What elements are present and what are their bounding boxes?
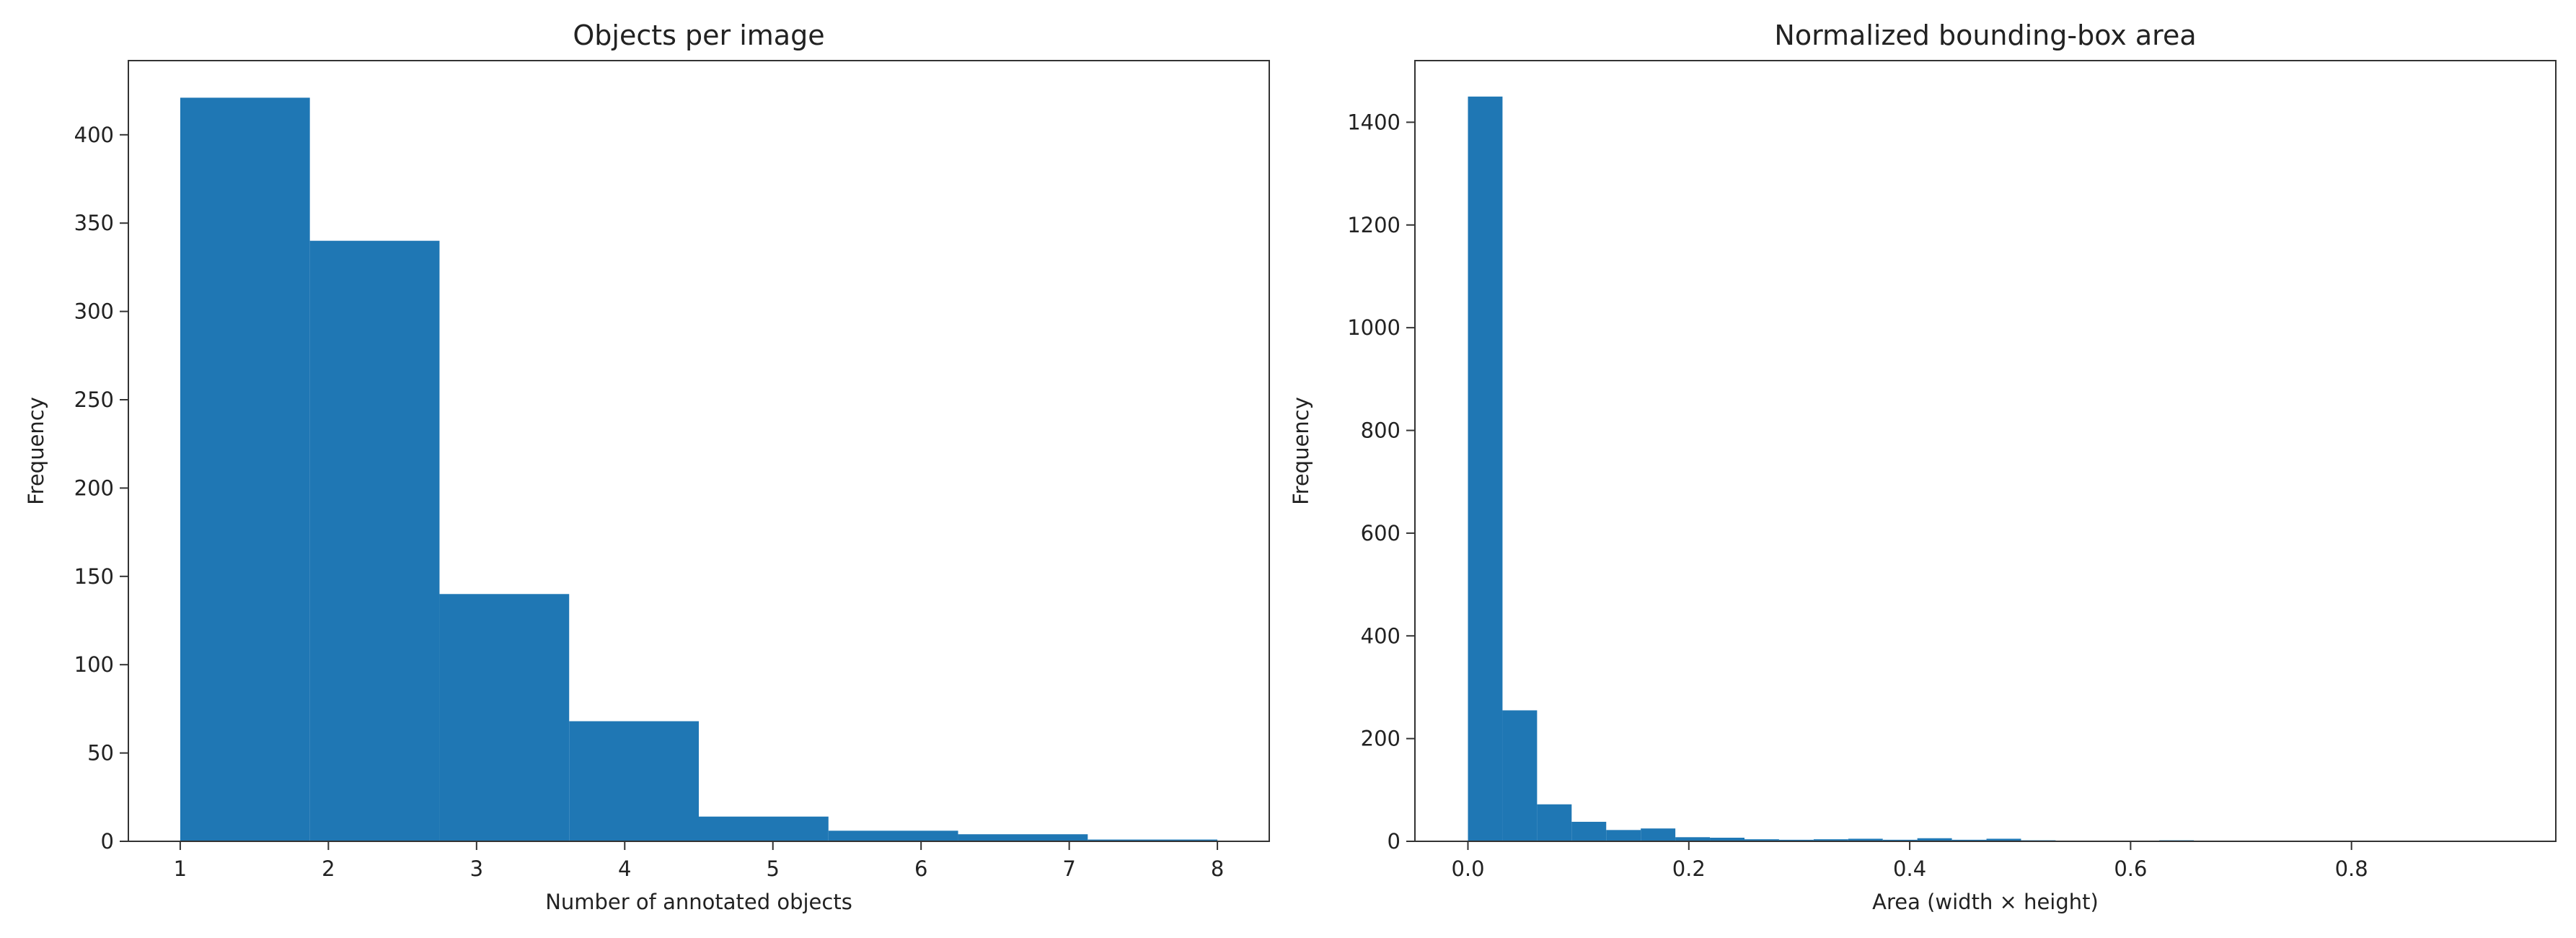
histogram-bar	[1951, 839, 1987, 841]
x-tick-label: 6	[914, 856, 927, 881]
histogram-bar	[1917, 838, 1952, 841]
y-tick-label: 0	[1388, 829, 1401, 854]
histogram-bar	[1848, 838, 1883, 841]
x-tick-label: 7	[1062, 856, 1075, 881]
chart-title: Objects per image	[573, 19, 824, 51]
histogram-bars	[180, 97, 1218, 842]
y-axis-label: Frequency	[1289, 397, 1313, 505]
y-tick-label: 400	[74, 123, 114, 147]
y-tick-label: 150	[74, 564, 114, 589]
y-tick-label: 800	[1361, 418, 1401, 443]
histogram-bar	[309, 240, 440, 841]
histogram-bar	[180, 97, 310, 842]
plot-frame	[128, 60, 1270, 842]
y-tick-label: 200	[74, 475, 114, 500]
x-axis-label: Area (width × height)	[1872, 890, 2099, 914]
y-tick-label: 1400	[1347, 110, 1401, 134]
histogram-bar	[569, 721, 699, 841]
histogram-bars	[1468, 96, 2505, 841]
histogram-bar	[958, 834, 1088, 841]
histogram-bar	[1675, 837, 1711, 841]
histogram-bar	[1502, 710, 1538, 841]
histogram-bar	[828, 830, 958, 841]
y-tick-label: 1200	[1347, 213, 1401, 237]
x-tick-label: 8	[1211, 856, 1224, 881]
histogram-bar	[439, 594, 570, 841]
x-tick-label: 2	[322, 856, 335, 881]
x-tick-label: 3	[470, 856, 483, 881]
histogram-bar	[1778, 839, 1814, 841]
x-tick-label: 0.6	[2114, 856, 2147, 881]
y-tick-label: 100	[74, 652, 114, 677]
histogram-bar	[1537, 804, 1572, 841]
x-tick-label: 4	[618, 856, 631, 881]
y-axis-label: Frequency	[24, 397, 48, 505]
x-tick-label: 5	[767, 856, 780, 881]
y-tick-label: 350	[74, 211, 114, 235]
y-tick-label: 1000	[1347, 315, 1401, 340]
chart-objects-per-image: Objects per image Number of annotated ob…	[24, 19, 1270, 914]
histogram-bar	[699, 816, 829, 841]
y-tick-label: 400	[1361, 623, 1401, 648]
histogram-bar	[1088, 839, 1218, 841]
y-tick-label: 50	[87, 741, 114, 766]
y-tick-label: 600	[1361, 521, 1401, 545]
chart-bbox-area: Normalized bounding-box area Area (width…	[1289, 19, 2557, 914]
plot-frame	[1414, 60, 2557, 842]
x-tick-label: 1	[174, 856, 187, 881]
histogram-bar	[1710, 838, 1744, 841]
x-tick-label: 0.2	[1672, 856, 1706, 881]
x-axis-label: Number of annotated objects	[545, 890, 852, 914]
histogram-bar	[1744, 839, 1779, 841]
y-tick-label: 300	[74, 299, 114, 324]
x-tick-label: 0.8	[2335, 856, 2368, 881]
y-tick-label: 200	[1361, 727, 1401, 751]
histogram-bar	[1882, 839, 1918, 841]
axis-ticks: 0.0 0.2 0.4 0.6 0.8 0 200 400 600 800 1000 1200 1400	[1347, 110, 2368, 881]
histogram-bar	[1986, 838, 2021, 841]
y-tick-label: 250	[74, 387, 114, 412]
histogram-bar	[1641, 828, 1676, 841]
histogram-bar	[1606, 830, 1641, 841]
histogram-bar	[1571, 821, 1607, 841]
x-tick-label: 0.0	[1451, 856, 1484, 881]
histogram-bar	[1468, 96, 1503, 841]
axis-ticks: 1 2 3 4 5 6 7 8 0 50 100 150 200 250 300 350 400	[74, 123, 1225, 881]
chart-title: Normalized bounding-box area	[1774, 19, 2196, 51]
x-tick-label: 0.4	[1893, 856, 1926, 881]
histogram-bar	[1813, 839, 1848, 841]
y-tick-label: 0	[101, 829, 114, 854]
